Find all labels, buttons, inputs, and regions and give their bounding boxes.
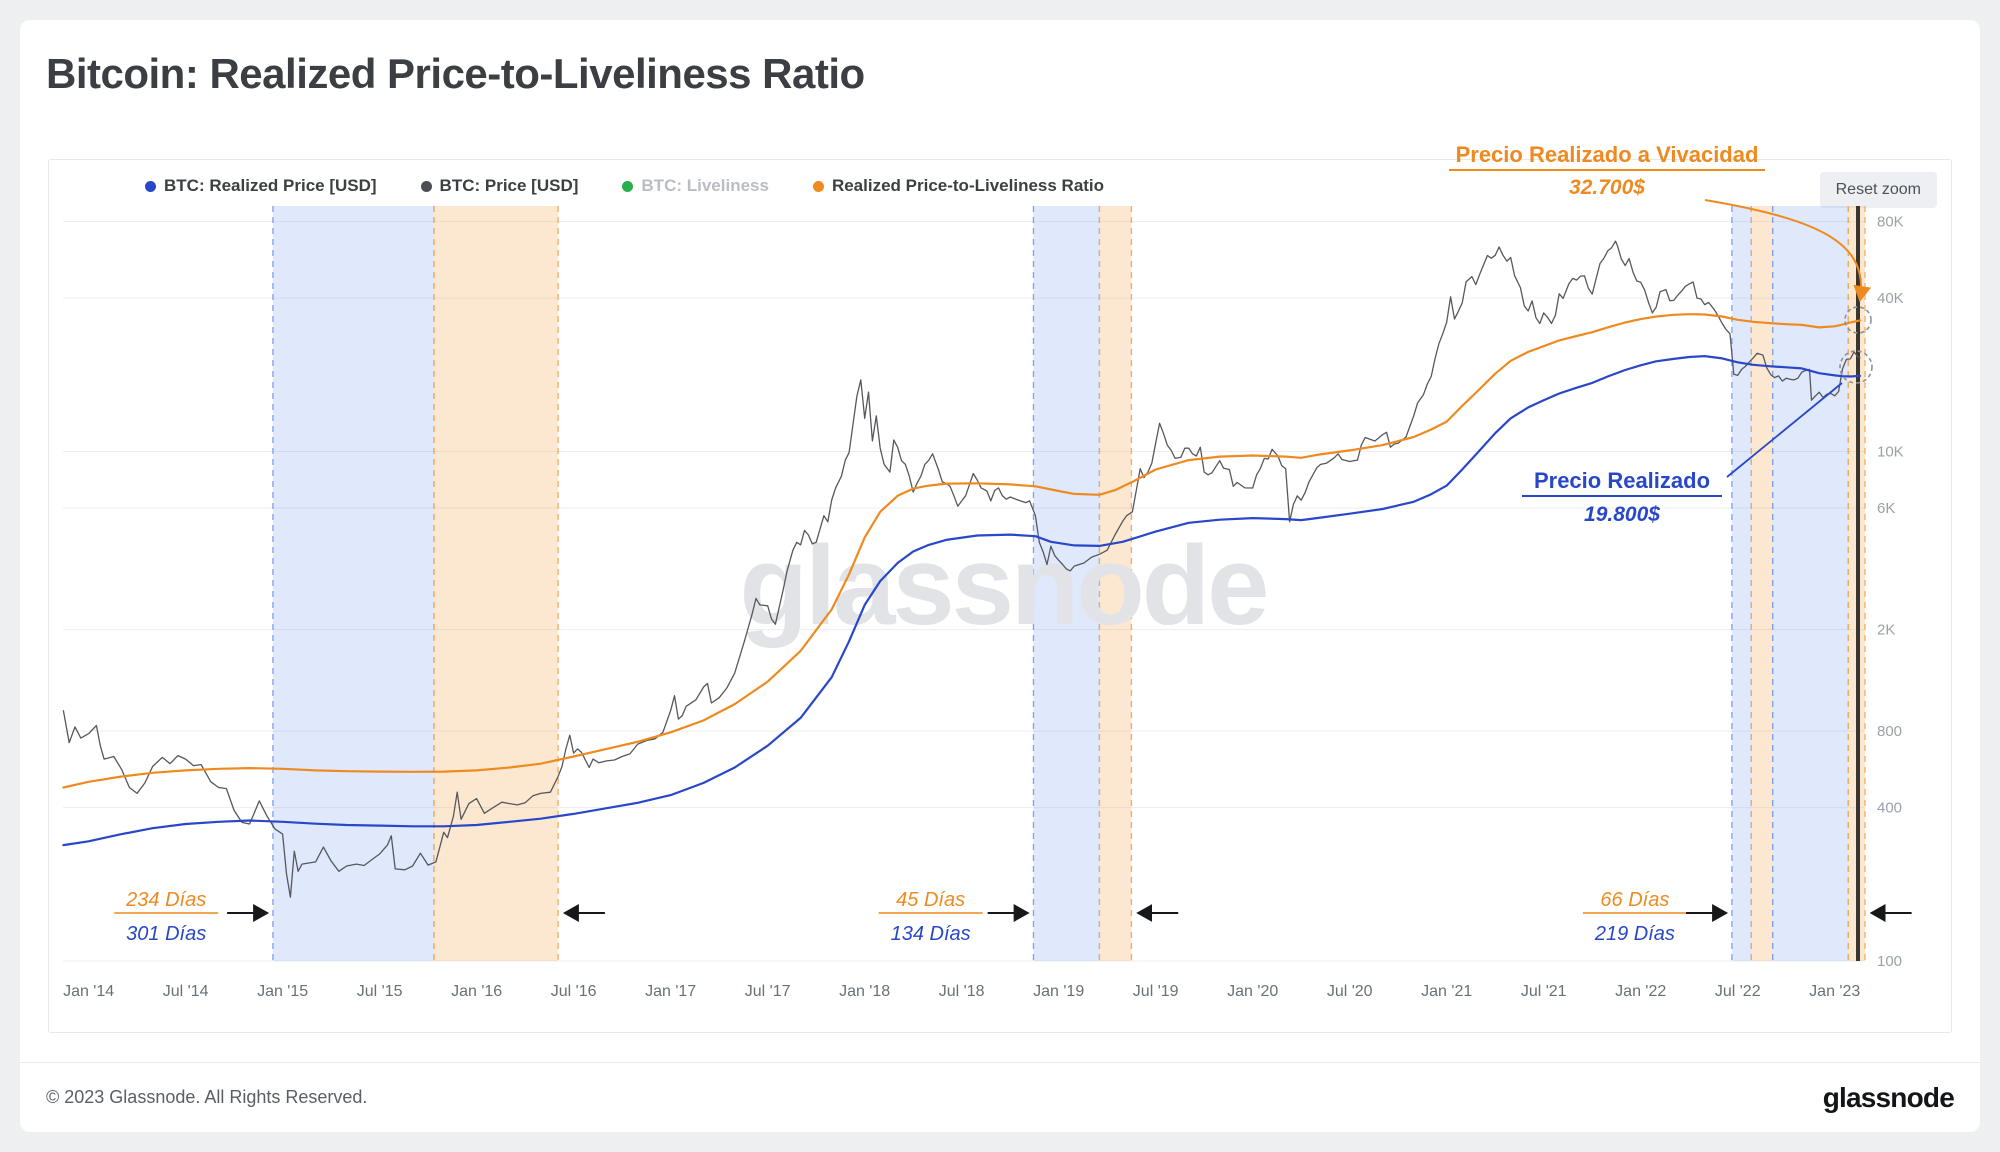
y-tick-label: 40K	[1877, 290, 1904, 307]
series-line	[62, 313, 1862, 789]
callout-connector	[1704, 199, 1872, 302]
legend-item-btc-realized-price[interactable]: BTC: Realized Price [USD]	[145, 176, 377, 196]
series-line	[62, 240, 1861, 898]
callout-value: 19.800$	[1584, 503, 1660, 526]
page-title: Bitcoin: Realized Price-to-Liveliness Ra…	[46, 50, 865, 97]
glassnode-watermark: glassnode	[740, 523, 1267, 648]
legend-dot-icon	[145, 180, 156, 192]
legend-item-btc-liveliness[interactable]: BTC: Liveliness	[622, 176, 769, 196]
x-tick-label: Jan '14	[63, 983, 114, 1000]
duration-label-orange: 45 Días	[896, 889, 965, 911]
legend-item-btc-price[interactable]: BTC: Price [USD]	[420, 176, 579, 196]
chart-legend: BTC: Realized Price [USD] BTC: Price [US…	[145, 176, 1104, 196]
legend-item-label: BTC: Realized Price [USD]	[164, 176, 377, 195]
y-tick-label: 2K	[1877, 622, 1895, 639]
endpoint-circle	[1839, 350, 1873, 384]
x-tick-label: Jan '18	[839, 983, 890, 1000]
footer-copyright: © 2023 Glassnode. All Rights Reserved.	[46, 1087, 368, 1107]
x-tick-label: Jul '22	[1715, 983, 1761, 1000]
x-tick-label: Jul '17	[745, 983, 791, 1000]
highlight-band-orange	[1751, 206, 1773, 961]
duration-label-orange: 234 Días	[125, 889, 206, 911]
y-tick-label: 800	[1877, 723, 1902, 740]
legend-item-ratio[interactable]: Realized Price-to-Liveliness Ratio	[812, 176, 1105, 196]
highlight-band-orange	[1099, 206, 1132, 961]
x-tick-label: Jul '21	[1521, 983, 1567, 1000]
y-tick-label: 6K	[1877, 500, 1895, 517]
y-tick-label: 10K	[1877, 444, 1904, 461]
price-chart-svg[interactable]: glassnode 234 Días 301 Días 45 Días 134 Días…	[62, 142, 1912, 1000]
chart-plot-area[interactable]: glassnode 234 Días 301 Días 45 Días 134 Días…	[62, 142, 1912, 1000]
x-tick-label: Jul '18	[939, 983, 985, 1000]
x-tick-label: Jan '23	[1809, 983, 1860, 1000]
legend-item-label: Realized Price-to-Liveliness Ratio	[831, 176, 1105, 195]
x-tick-label: Jan '15	[257, 983, 308, 1000]
x-tick-label: Jan '19	[1033, 983, 1084, 1000]
reset-zoom-button[interactable]: Reset zoom	[1819, 172, 1937, 208]
legend-dot-icon	[420, 180, 432, 192]
x-tick-label: Jul '19	[1133, 983, 1179, 1000]
x-tick-label: Jul '16	[551, 983, 597, 1000]
highlight-band-blue	[272, 206, 434, 961]
duration-label-blue: 219 Días	[1594, 923, 1675, 945]
main-card: Bitcoin: Realized Price-to-Liveliness Ra…	[20, 20, 1980, 1132]
highlight-band-blue	[1731, 206, 1752, 961]
series-line	[62, 355, 1862, 847]
callout-value: 32.700$	[1569, 176, 1645, 199]
glassnode-logo[interactable]: glassnode	[1822, 1081, 1955, 1113]
y-tick-label: 100	[1877, 953, 1902, 970]
highlight-band-blue	[1772, 206, 1849, 961]
footer: © 2023 Glassnode. All Rights Reserved. g…	[20, 1062, 1980, 1132]
duration-label-blue: 301 Días	[126, 923, 206, 945]
y-tick-label: 400	[1877, 800, 1902, 817]
legend-dot-icon	[812, 180, 824, 192]
x-tick-label: Jul '14	[163, 983, 209, 1000]
x-tick-label: Jan '16	[451, 983, 502, 1000]
callout-connector	[1726, 382, 1843, 478]
endpoint-circle	[1844, 306, 1872, 334]
callout-title: Precio Realizado	[1534, 468, 1710, 493]
x-tick-label: Jan '22	[1615, 983, 1666, 1000]
duration-label-blue: 134 Días	[891, 923, 971, 945]
highlight-band-orange	[433, 206, 559, 961]
legend-item-label: BTC: Liveliness	[641, 176, 769, 195]
duration-label-orange: 66 Días	[1600, 889, 1669, 911]
x-tick-label: Jul '20	[1327, 983, 1373, 1000]
legend-item-label: BTC: Price [USD]	[439, 176, 579, 195]
highlight-band-blue	[1033, 206, 1100, 961]
x-tick-label: Jan '17	[645, 983, 696, 1000]
x-tick-label: Jan '21	[1421, 983, 1472, 1000]
callout-title: Precio Realizado a Vivacidad	[1456, 142, 1759, 167]
legend-dot-icon	[622, 180, 634, 192]
x-tick-label: Jan '20	[1227, 983, 1278, 1000]
y-tick-label: 80K	[1877, 213, 1904, 230]
x-tick-label: Jul '15	[357, 983, 403, 1000]
chart-card: BTC: Realized Price [USD] BTC: Price [US…	[48, 142, 1952, 1033]
